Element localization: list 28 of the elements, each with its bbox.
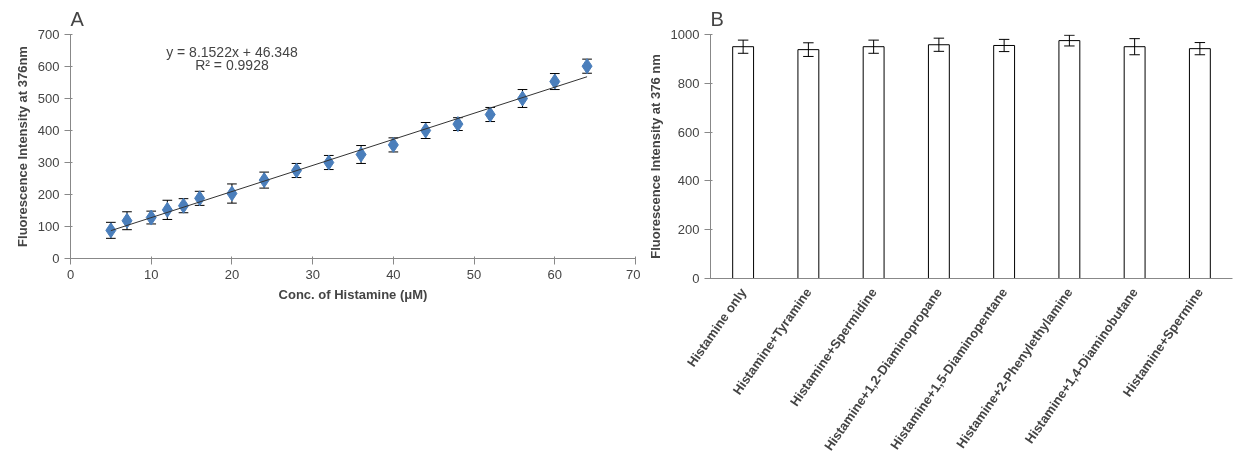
x-tick-label: 70 bbox=[626, 266, 641, 282]
bar bbox=[1058, 40, 1081, 279]
y-tick-label: 700 bbox=[37, 27, 60, 42]
y-axis-title: Fluorescence Intensity at 376 nm bbox=[647, 54, 663, 259]
x-axis-title: Conc. of Histamine (μM) bbox=[278, 286, 428, 302]
x-tick-label: 50 bbox=[466, 266, 482, 282]
y-tick-label: 400 bbox=[677, 173, 700, 189]
y-tick-label: 1000 bbox=[670, 27, 700, 42]
y-tick-label: 0 bbox=[52, 251, 60, 266]
y-tick-label: 300 bbox=[37, 155, 60, 170]
x-tick-label: 10 bbox=[143, 266, 159, 282]
x-tick-label: 40 bbox=[386, 266, 401, 282]
y-tick-label: 600 bbox=[677, 124, 700, 140]
chart-title: A bbox=[70, 7, 85, 30]
y-tick-label: 200 bbox=[37, 187, 60, 202]
y-tick-label: 200 bbox=[677, 222, 700, 238]
x-tick-label: 0 bbox=[66, 266, 75, 282]
y-tick-label: 600 bbox=[37, 59, 60, 74]
x-tick-label: 30 bbox=[305, 266, 320, 282]
x-tick-label: 20 bbox=[224, 266, 240, 282]
y-axis-title: Fluorescence Intensity at 376nm bbox=[14, 46, 30, 247]
y-tick-label: 500 bbox=[37, 91, 60, 106]
y-tick-label: 100 bbox=[37, 219, 60, 234]
chart-title: B bbox=[710, 7, 724, 30]
y-tick-label: 400 bbox=[37, 123, 60, 138]
bar bbox=[993, 44, 1016, 279]
y-tick-label: 800 bbox=[677, 75, 700, 91]
x-tick-label: 60 bbox=[547, 266, 563, 282]
